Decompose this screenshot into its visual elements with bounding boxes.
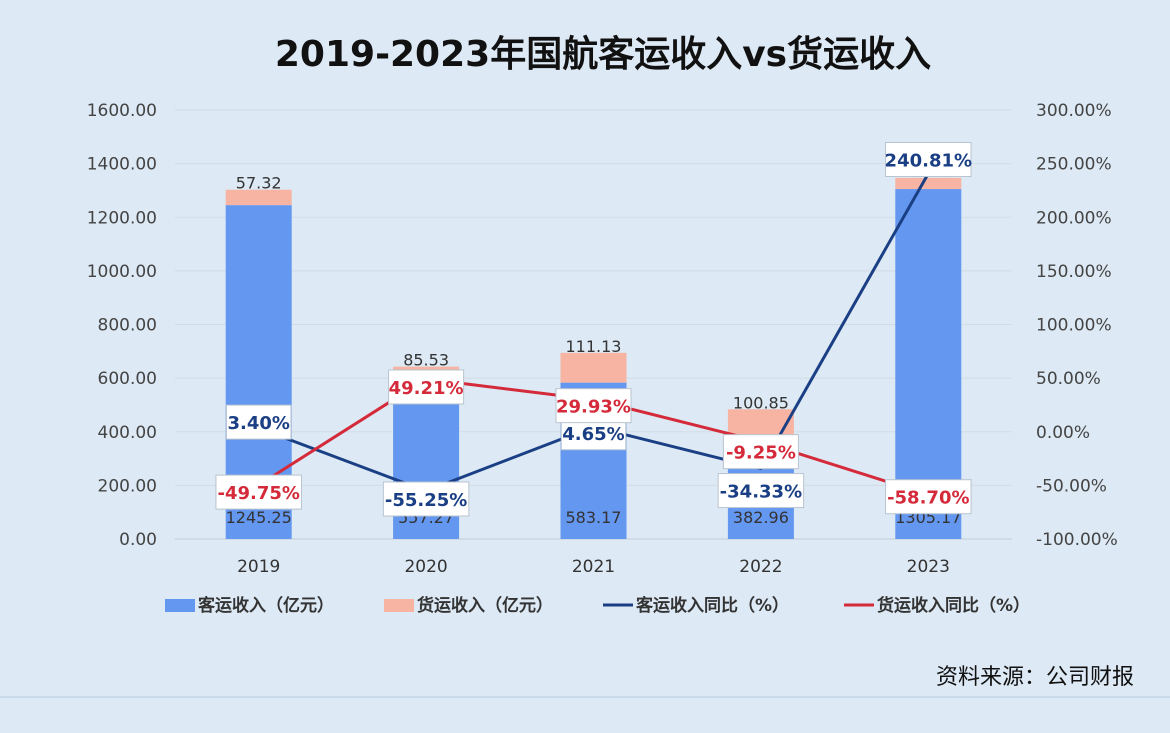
x-tick-label: 2020	[404, 557, 447, 577]
pct-label-text: -9.25%	[726, 443, 796, 464]
bar-cargo-revenue	[895, 177, 962, 190]
bar-cargo-revenue	[225, 189, 292, 206]
cargo-yoy-label: -9.25%	[722, 434, 799, 470]
label-box	[717, 473, 805, 509]
label-box	[722, 434, 799, 470]
bar-value-label-cargo: 57.32	[236, 174, 282, 193]
y-right-tick-label: 100.00%	[1036, 316, 1112, 336]
bar-value-label-cargo: 111.13	[566, 337, 622, 356]
pct-label-text: 3.40%	[227, 413, 289, 434]
legend-label: 货运收入（亿元）	[417, 595, 553, 616]
grid-layer	[175, 109, 1012, 540]
legend-item: 客运收入同比（%）	[603, 595, 789, 616]
legend-item: 货运收入（亿元）	[384, 595, 553, 616]
cargo-yoy-label: -49.75%	[215, 474, 302, 510]
pct-label-text: 240.81%	[885, 150, 973, 171]
pct-label-text: -58.70%	[887, 488, 969, 509]
bar-value-label-passenger: 1245.25	[226, 508, 292, 527]
pct-label-text: -34.33%	[720, 482, 802, 503]
bar-value-label-passenger: 583.17	[566, 508, 622, 527]
x-tick-label: 2019	[237, 557, 280, 577]
y-right-tick-label: 50.00%	[1036, 369, 1101, 389]
y-left-tick-label: 1200.00	[87, 208, 157, 228]
x-tick-label: 2023	[907, 557, 950, 577]
y-right-tick-label: 0.00%	[1036, 423, 1090, 443]
y-right-tick-label: 250.00%	[1036, 155, 1112, 175]
label-box	[885, 141, 972, 177]
y-left-tick-label: 1600.00	[87, 101, 157, 121]
y-right-tick-label: 200.00%	[1036, 208, 1112, 228]
bar-layer	[225, 177, 962, 539]
y-left-tick-label: 1000.00	[87, 262, 157, 282]
axis-layer: 0.00 -100.00% 200.00 -50.00% 400.00 0.00% 600.…	[87, 101, 1118, 577]
y-right-tick-label: 150.00%	[1036, 262, 1112, 282]
y-right-tick-label: 300.00%	[1036, 101, 1112, 121]
x-tick-label: 2022	[739, 557, 782, 577]
y-left-tick-label: 1400.00	[87, 155, 157, 175]
chart-title: 2019-2023年国航客运收入vs货运收入	[275, 33, 931, 75]
label-box	[885, 479, 972, 515]
y-left-tick-label: 600.00	[98, 369, 157, 389]
cargo-yoy-label: -58.70%	[885, 479, 972, 515]
passenger-yoy-label: -34.33%	[717, 473, 805, 509]
label-box	[555, 388, 632, 424]
passenger-yoy-label: 3.40%	[225, 404, 292, 440]
label-box	[225, 404, 292, 440]
source-note: 资料来源：公司财报	[936, 665, 1134, 690]
bar-value-label-cargo: 85.53	[403, 351, 449, 370]
legend-label: 货运收入同比（%）	[877, 595, 1030, 616]
legend-swatch	[384, 599, 414, 612]
passenger-yoy-label: 240.81%	[885, 141, 973, 177]
y-left-tick-label: 400.00	[98, 423, 157, 443]
bar-value-label-cargo: 100.85	[733, 393, 789, 412]
y-left-tick-label: 0.00	[119, 530, 157, 550]
legend-item: 客运收入（亿元）	[165, 595, 334, 616]
bar-cargo-revenue	[727, 409, 794, 437]
legend-label: 客运收入（亿元）	[197, 595, 334, 616]
pct-label-text: 29.93%	[556, 397, 631, 418]
legend: 客运收入（亿元） 货运收入（亿元） 客运收入同比（%） 货运收入同比（%）	[165, 595, 1030, 616]
legend-label: 客运收入同比（%）	[635, 595, 789, 616]
y-left-tick-label: 800.00	[98, 316, 157, 336]
bar-cargo-revenue	[560, 352, 627, 383]
y-right-tick-label: -100.00%	[1036, 530, 1118, 550]
cargo-yoy-label: 49.21%	[388, 369, 465, 405]
pct-label-text: 4.65%	[562, 424, 624, 445]
y-right-tick-label: -50.00%	[1036, 476, 1107, 496]
legend-item: 货运收入同比（%）	[844, 595, 1030, 616]
pct-label-text: -49.75%	[217, 483, 299, 504]
y-left-tick-label: 200.00	[98, 476, 157, 496]
pct-label-text: 49.21%	[389, 378, 464, 399]
label-box	[382, 481, 470, 517]
label-box	[215, 474, 302, 510]
legend-swatch	[165, 599, 195, 612]
cargo-yoy-label: 29.93%	[555, 388, 632, 424]
label-box	[388, 369, 465, 405]
bar-value-label-passenger: 382.96	[733, 508, 789, 527]
pct-label-text: -55.25%	[385, 490, 467, 511]
x-tick-label: 2021	[572, 557, 615, 577]
label-layer: 1245.2557.32557.2785.53583.17111.13382.9…	[215, 141, 973, 527]
passenger-yoy-label: -55.25%	[382, 481, 470, 517]
